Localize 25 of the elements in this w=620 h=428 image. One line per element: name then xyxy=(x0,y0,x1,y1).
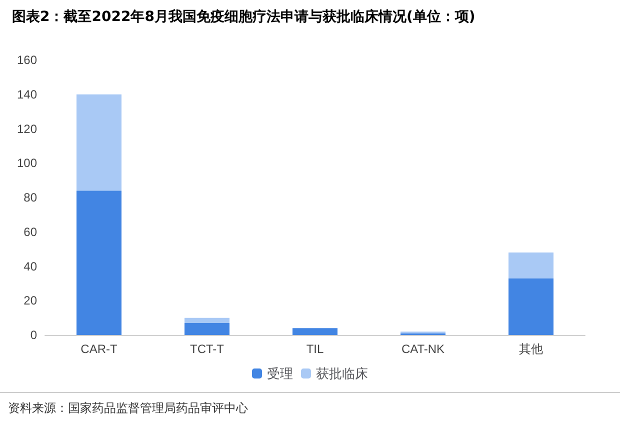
x-tick-label: TIL xyxy=(306,342,324,356)
bar xyxy=(508,278,554,335)
legend-label: 获批临床 xyxy=(316,366,368,381)
y-tick-label: 120 xyxy=(16,122,38,136)
bar xyxy=(292,328,338,335)
bar xyxy=(508,252,554,278)
legend-label: 受理 xyxy=(267,366,293,381)
x-tick-label: CAR-T xyxy=(80,342,118,356)
bar xyxy=(76,94,122,191)
bar xyxy=(184,322,230,335)
y-tick-label: 0 xyxy=(30,328,38,342)
y-tick-label: 140 xyxy=(16,87,38,102)
y-tick-label: 80 xyxy=(24,190,38,204)
bar xyxy=(76,190,122,335)
x-tick-label: CAT-NK xyxy=(401,342,445,356)
x-tick-label: TCT-T xyxy=(190,342,225,356)
text: 资料来源：国家药品监督管理局药品审评中心 xyxy=(8,400,248,417)
y-tick-label: 20 xyxy=(24,294,38,308)
y-tick-label: 60 xyxy=(24,224,38,239)
y-tick-label: 100 xyxy=(16,156,38,170)
bar xyxy=(184,318,230,323)
chart-title: 图表2：截至2022年8月我国免疫细胞疗法申请与获批临床情况(单位：项) xyxy=(12,8,476,26)
y-tick-label: 40 xyxy=(24,259,38,274)
y-tick-label: 160 xyxy=(16,53,38,67)
x-tick-label: 其他 xyxy=(519,342,543,356)
